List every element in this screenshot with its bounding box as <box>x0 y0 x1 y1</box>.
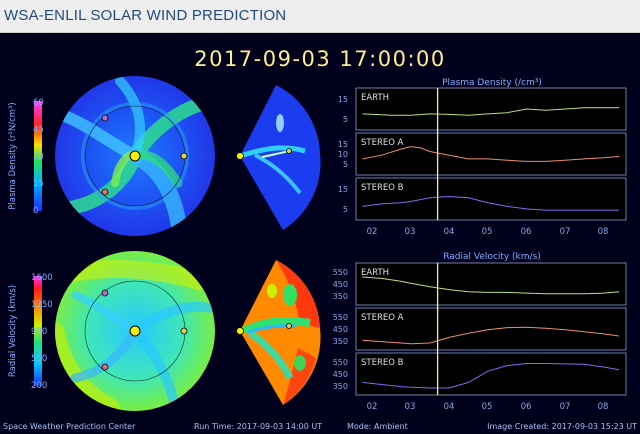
plot-y-tick: 5 <box>343 205 348 214</box>
velocity-line-earth <box>362 276 620 295</box>
density-ecliptic-disk <box>55 76 215 236</box>
velocity-plot-earth: EARTH 550 450 350 <box>333 262 627 306</box>
plot-label: STEREO B <box>361 358 404 368</box>
velocity-plot-stereo-a: STEREO A 550 450 350 <box>333 307 627 351</box>
plot-y-tick: 5 <box>343 160 348 169</box>
density-line-earth <box>362 107 619 116</box>
density-plot-stereo-b: STEREO B 15 5 <box>338 177 627 221</box>
enlil-prediction-image: 2017-09-03 17:00:00 Plasma Density (r²N/… <box>0 33 640 434</box>
density-plot-earth: EARTH 15 5 <box>338 87 627 131</box>
plot-label: STEREO A <box>361 313 404 323</box>
footer-mode: Mode: Ambient <box>347 422 408 431</box>
plot-y-tick: 350 <box>333 337 348 346</box>
x-tick: 06 <box>521 402 532 412</box>
plot-y-tick: 15 <box>338 140 348 149</box>
footer-run-time: Run Time: 2017-09-03 14:00 UT <box>194 422 322 431</box>
density-colorbar-label: Plasma Density (r²N/cm³) <box>8 102 18 209</box>
velocity-colorbar-tick: 1250 <box>31 300 53 310</box>
x-tick: 04 <box>444 227 455 237</box>
footer-image-created: Image Created: 2017-09-03 15:23 UT <box>487 422 637 431</box>
density-colorbar: Plasma Density (r²N/cm³) 60 45 30 15 0 <box>8 98 44 216</box>
plot-y-tick: 550 <box>333 313 348 322</box>
density-line-stereo-a <box>362 146 620 162</box>
x-tick: 04 <box>444 402 455 412</box>
velocity-plots-title: Radial Velocity (km/s) <box>443 252 541 262</box>
plot-y-tick: 450 <box>333 370 348 379</box>
velocity-line-stereo-a <box>362 326 620 345</box>
velocity-ecliptic-disk <box>55 251 215 411</box>
plot-y-tick: 450 <box>333 325 348 334</box>
x-tick: 07 <box>560 402 571 412</box>
x-tick: 05 <box>482 227 493 237</box>
density-colorbar-tick: 0 <box>33 206 38 216</box>
velocity-colorbar-tick: 900 <box>31 327 47 337</box>
plot-y-tick: 5 <box>343 115 348 124</box>
page-title: WSA-ENLIL SOLAR WIND PREDICTION <box>4 7 287 24</box>
velocity-x-axis: 02 03 04 05 06 07 08 <box>367 402 609 412</box>
velocity-colorbar-tick: 1600 <box>31 273 53 283</box>
x-tick: 02 <box>367 227 378 237</box>
plot-label: STEREO B <box>361 183 404 193</box>
plot-y-tick: 350 <box>333 382 348 391</box>
plot-y-tick: 15 <box>338 95 348 104</box>
density-line-stereo-b <box>362 195 619 211</box>
density-plot-stereo-a: STEREO A 15 10 5 <box>338 132 627 176</box>
x-tick: 08 <box>598 227 609 237</box>
plot-label: EARTH <box>361 268 389 278</box>
density-x-axis: 02 03 04 05 06 07 08 <box>367 227 609 237</box>
plot-label: EARTH <box>361 93 389 103</box>
x-tick: 03 <box>405 227 416 237</box>
velocity-meridional-wedge <box>236 260 321 405</box>
image-footer: Space Weather Prediction Center Run Time… <box>3 422 637 431</box>
enlil-visualization: 2017-09-03 17:00:00 Plasma Density (r²N/… <box>3 47 637 431</box>
density-colorbar-tick: 45 <box>33 125 44 135</box>
plot-label: STEREO A <box>361 138 404 148</box>
plot-y-tick: 350 <box>333 292 348 301</box>
plot-y-tick: 550 <box>333 268 348 277</box>
x-tick: 03 <box>405 402 416 412</box>
plot-y-tick: 15 <box>338 185 348 194</box>
velocity-line-stereo-b <box>362 363 620 389</box>
velocity-colorbar-tick: 200 <box>31 381 47 391</box>
plot-y-tick: 450 <box>333 280 348 289</box>
timestamp: 2017-09-03 17:00:00 <box>194 47 446 71</box>
velocity-plot-stereo-b: STEREO B 550 450 350 <box>333 352 627 396</box>
density-colorbar-tick: 15 <box>33 179 44 189</box>
page-header: WSA-ENLIL SOLAR WIND PREDICTION <box>0 0 640 33</box>
density-plots-title: Plasma Density (/cm³) <box>442 78 542 88</box>
x-tick: 08 <box>598 402 609 412</box>
x-tick: 06 <box>521 227 532 237</box>
x-tick: 05 <box>482 402 493 412</box>
x-tick: 07 <box>560 227 571 237</box>
plot-y-tick: 10 <box>338 150 348 159</box>
density-colorbar-tick: 60 <box>33 98 44 108</box>
density-colorbar-tick: 30 <box>33 152 44 162</box>
density-meridional-wedge <box>236 85 321 230</box>
velocity-colorbar: Radial Velocity (km/s) 1600 1250 900 550… <box>8 273 53 391</box>
velocity-colorbar-label: Radial Velocity (km/s) <box>8 285 18 377</box>
velocity-colorbar-tick: 550 <box>31 354 47 364</box>
footer-center: Space Weather Prediction Center <box>3 422 136 431</box>
plot-y-tick: 550 <box>333 358 348 367</box>
x-tick: 02 <box>367 402 378 412</box>
